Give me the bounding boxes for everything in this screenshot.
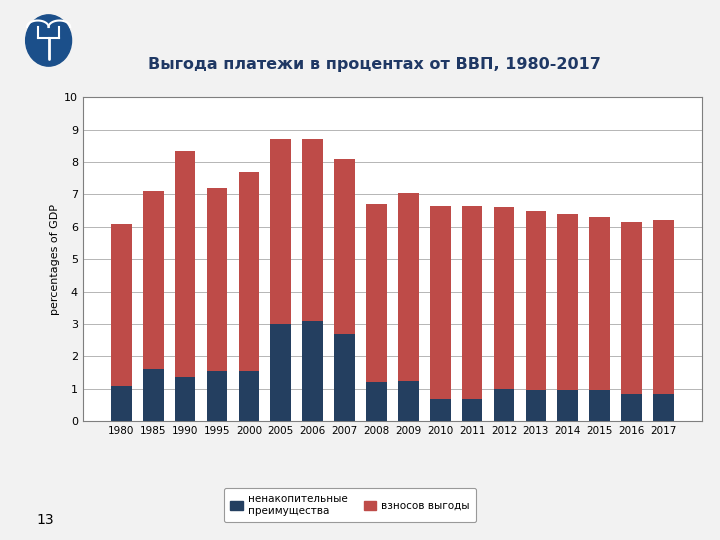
Bar [238, 172, 259, 371]
Bar [175, 151, 195, 377]
Bar [557, 214, 578, 390]
Bar [430, 399, 451, 421]
Bar [494, 207, 514, 389]
Text: Выгода платежи в процентах от ВВП, 1980-2017: Выгода платежи в процентах от ВВП, 1980-… [148, 57, 600, 72]
Bar [271, 139, 291, 324]
Bar [462, 206, 482, 399]
Bar [526, 390, 546, 421]
Bar [526, 211, 546, 390]
Bar [175, 377, 195, 421]
Bar [334, 334, 355, 421]
Bar [621, 222, 642, 394]
Bar [111, 386, 132, 421]
Bar [557, 390, 578, 421]
Bar [111, 224, 132, 386]
Text: 13: 13 [36, 513, 53, 527]
Y-axis label: percentages of GDP: percentages of GDP [50, 204, 60, 315]
Bar [462, 399, 482, 421]
Bar [143, 191, 163, 369]
Bar [334, 159, 355, 334]
Bar [366, 382, 387, 421]
Bar [621, 394, 642, 421]
Bar [207, 371, 228, 421]
Bar [494, 389, 514, 421]
Bar [653, 394, 674, 421]
Bar [238, 371, 259, 421]
Bar [366, 204, 387, 382]
Bar [271, 324, 291, 421]
Bar [302, 139, 323, 321]
Bar [653, 220, 674, 394]
Bar [207, 188, 228, 371]
Bar [398, 193, 419, 381]
Bar [590, 390, 610, 421]
Bar [430, 206, 451, 399]
Bar [302, 321, 323, 421]
Legend: ненакопительные
преимущества, взносов выгоды: ненакопительные преимущества, взносов вы… [224, 488, 476, 522]
Bar [590, 217, 610, 390]
Ellipse shape [26, 15, 71, 66]
Bar [143, 369, 163, 421]
Bar [398, 381, 419, 421]
